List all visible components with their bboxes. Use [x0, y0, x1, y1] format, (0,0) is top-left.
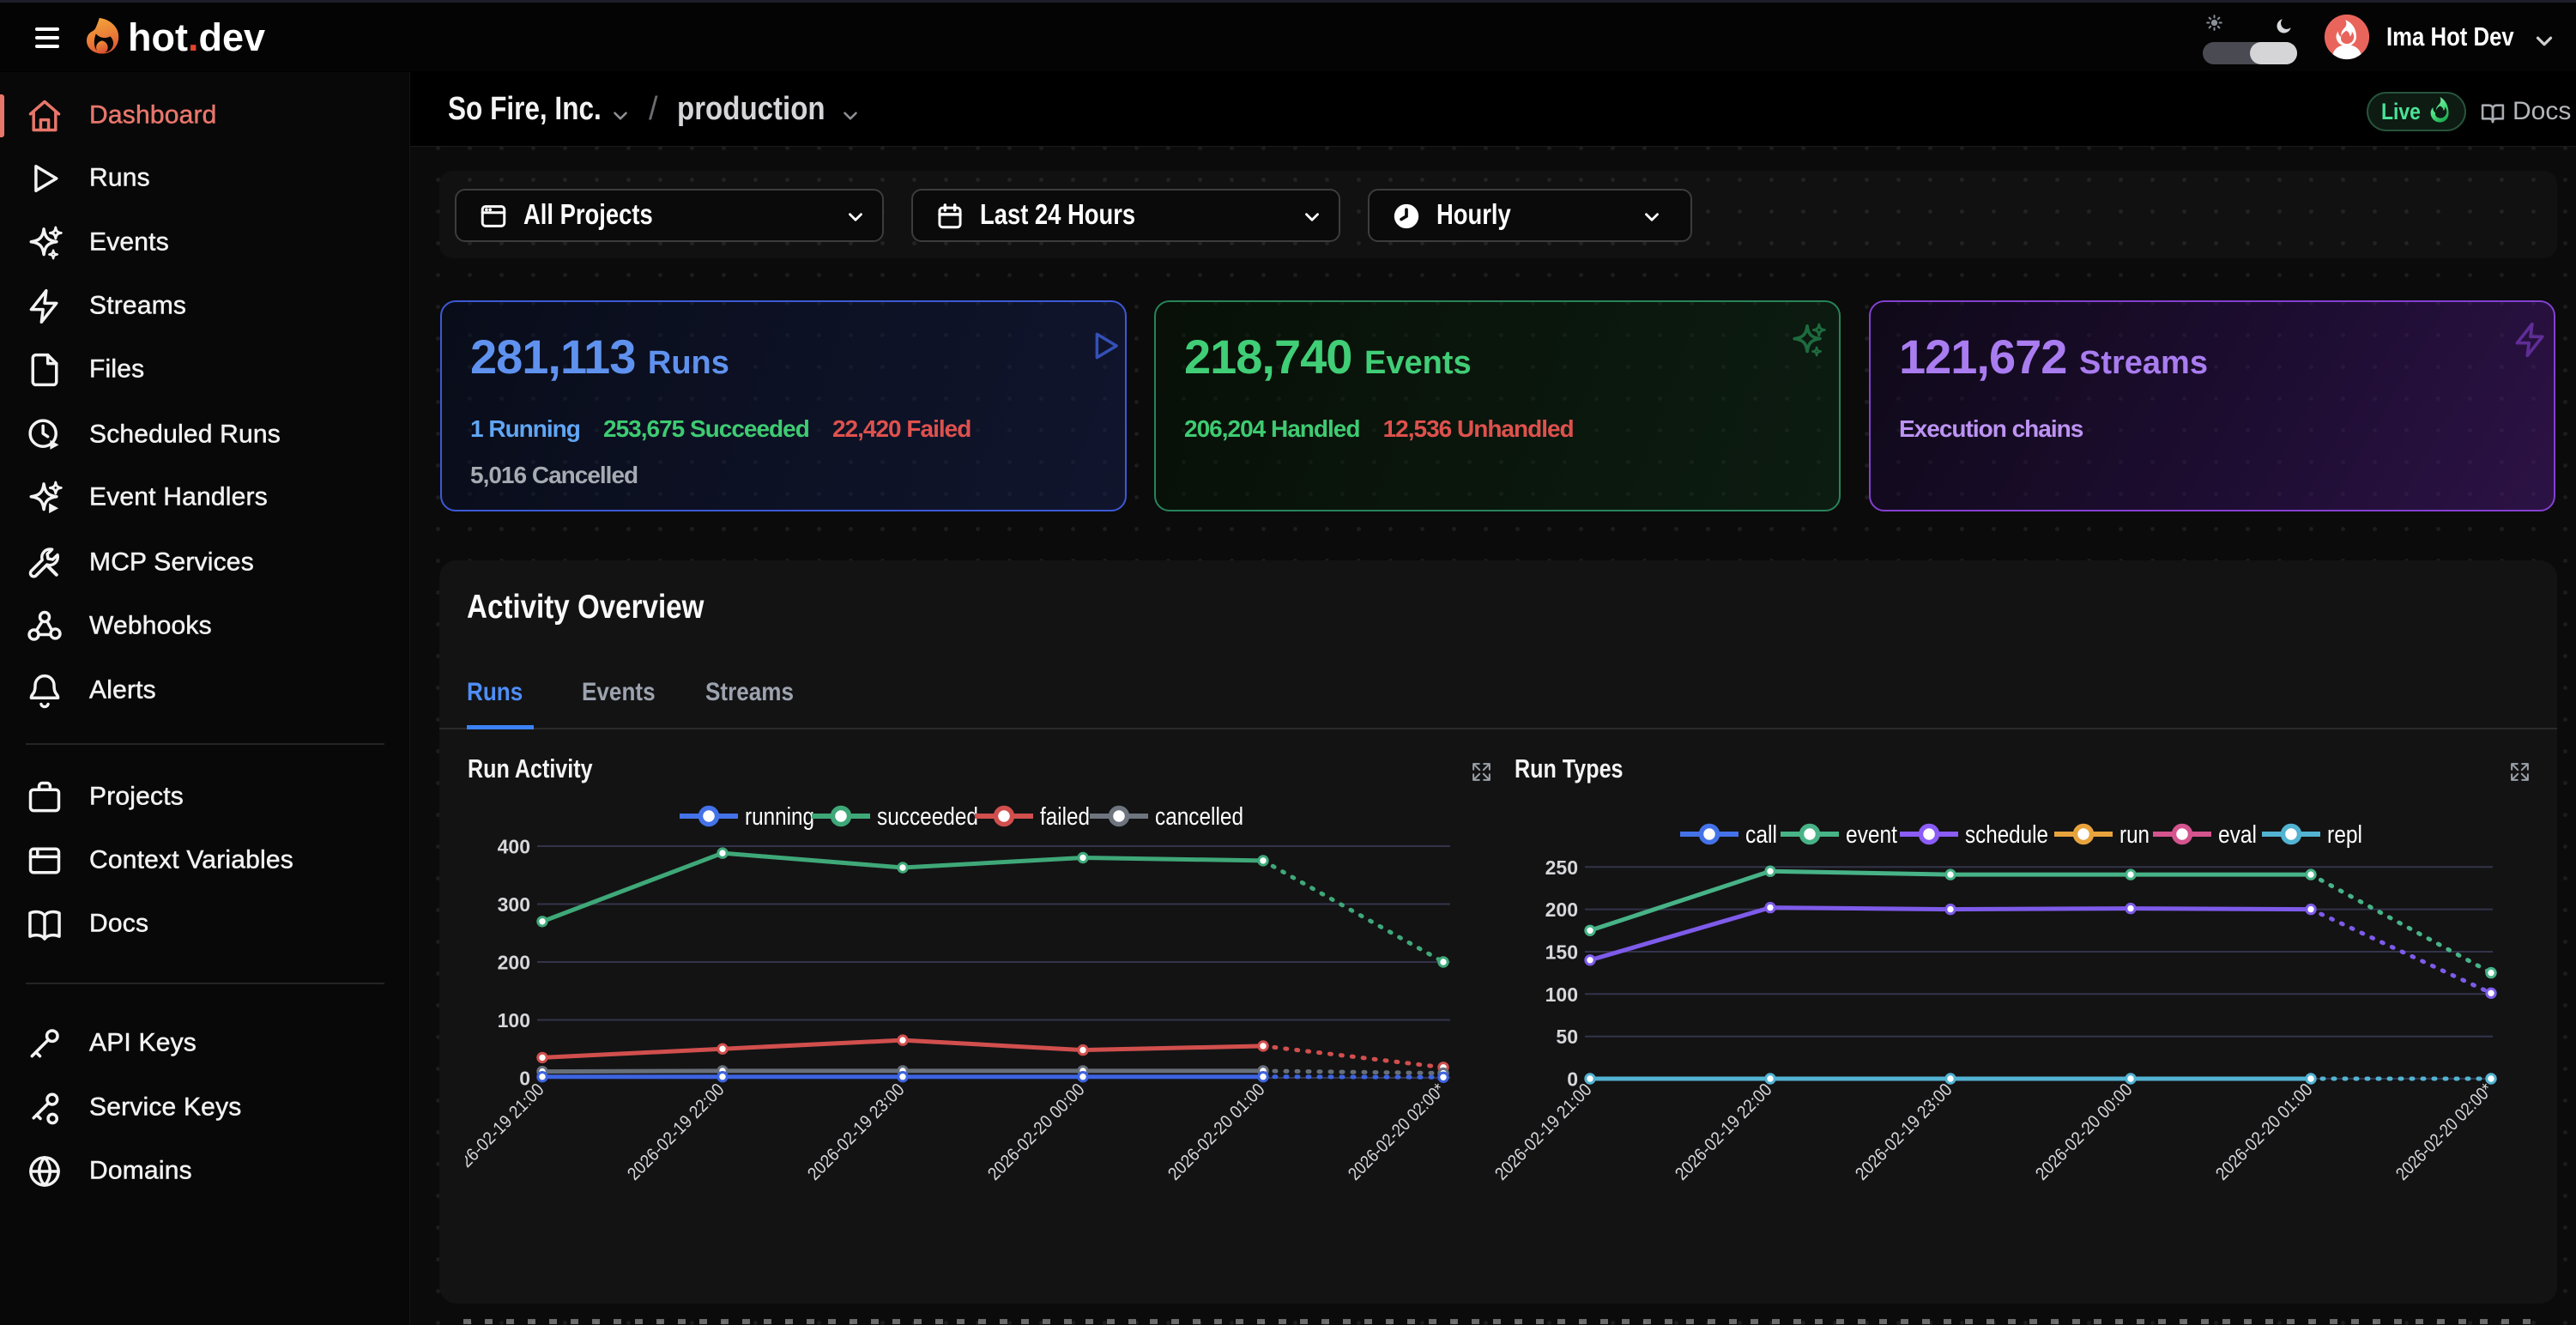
- svg-text:200: 200: [498, 952, 530, 974]
- svg-text:2026-02-19 23:00: 2026-02-19 23:00: [804, 1080, 909, 1184]
- svg-text:2026-02-20 02:00*: 2026-02-20 02:00*: [2392, 1080, 2497, 1184]
- svg-text:400: 400: [498, 836, 530, 858]
- svg-text:50: 50: [1556, 1026, 1578, 1048]
- svg-text:2026-02-20 00:00: 2026-02-20 00:00: [2032, 1080, 2137, 1184]
- svg-text:100: 100: [1545, 983, 1578, 1006]
- svg-text:call: call: [1745, 821, 1777, 849]
- svg-text:300: 300: [498, 893, 530, 916]
- svg-text:250: 250: [1545, 856, 1578, 879]
- svg-text:cancelled: cancelled: [1155, 803, 1243, 831]
- svg-text:repl: repl: [2327, 821, 2362, 849]
- svg-text:2026-02-19 23:00: 2026-02-19 23:00: [1852, 1080, 1956, 1184]
- svg-text:failed: failed: [1040, 803, 1090, 831]
- svg-text:2026-02-19 21:00: 2026-02-19 21:00: [1491, 1080, 1596, 1184]
- svg-text:2026-02-19 21:00: 2026-02-19 21:00: [465, 1080, 548, 1184]
- svg-text:0: 0: [1567, 1068, 1578, 1091]
- svg-text:2026-02-19 22:00: 2026-02-19 22:00: [624, 1080, 729, 1184]
- svg-text:2026-02-20 00:00: 2026-02-20 00:00: [984, 1080, 1089, 1184]
- svg-text:run: run: [2119, 821, 2150, 849]
- svg-text:schedule: schedule: [1965, 821, 2048, 849]
- svg-text:running: running: [745, 803, 814, 831]
- svg-text:2026-02-19 22:00: 2026-02-19 22:00: [1672, 1080, 1776, 1184]
- svg-text:0: 0: [519, 1068, 530, 1090]
- svg-text:succeeded: succeeded: [877, 803, 978, 831]
- svg-text:event: event: [1846, 821, 1897, 849]
- svg-text:2026-02-20 01:00: 2026-02-20 01:00: [1164, 1080, 1269, 1184]
- svg-text:100: 100: [498, 1009, 530, 1032]
- svg-text:2026-02-20 02:00*: 2026-02-20 02:00*: [1345, 1080, 1449, 1184]
- svg-text:200: 200: [1545, 898, 1578, 921]
- svg-text:eval: eval: [2218, 821, 2257, 849]
- svg-text:150: 150: [1545, 941, 1578, 964]
- svg-text:2026-02-20 01:00: 2026-02-20 01:00: [2212, 1080, 2317, 1184]
